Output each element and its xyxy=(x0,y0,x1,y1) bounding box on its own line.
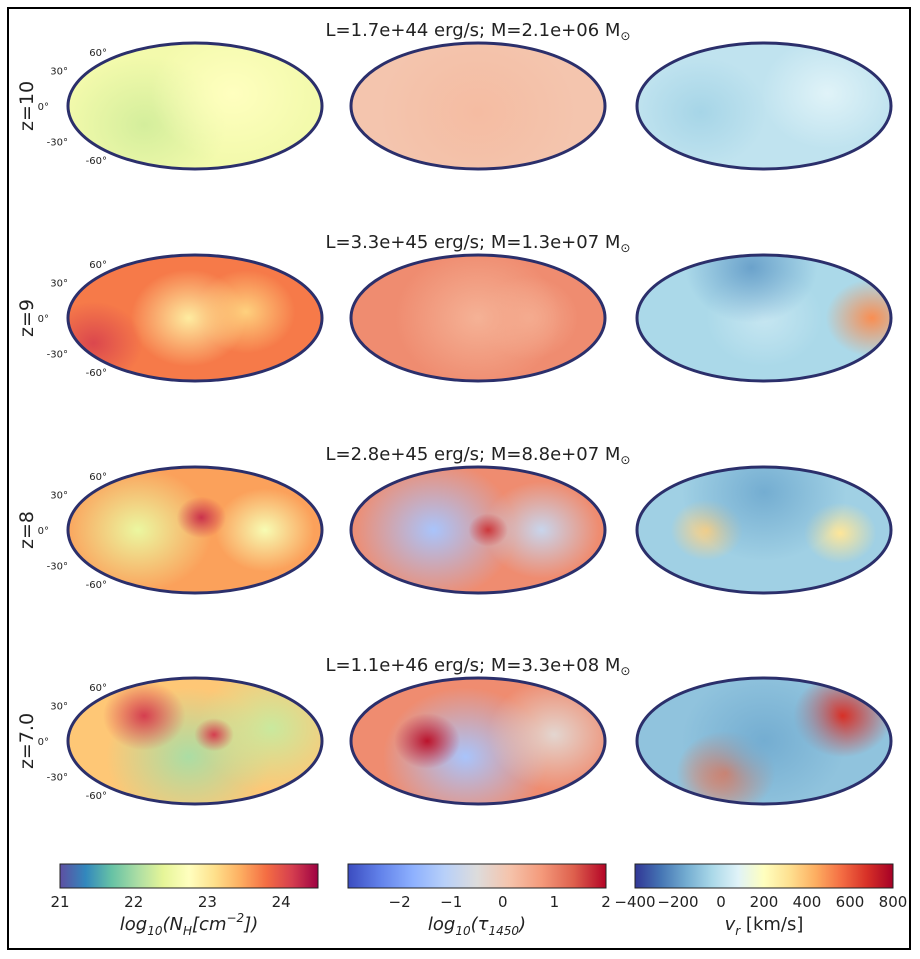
latitude-tick: 60° xyxy=(89,48,107,59)
map-region xyxy=(483,481,600,579)
map-outline xyxy=(349,41,607,171)
latitude-tick: 0° xyxy=(38,737,49,748)
colorbar-label: log10(NH[cm−2]) xyxy=(120,911,258,938)
latitude-tick: -30° xyxy=(47,561,68,572)
map-region xyxy=(176,496,227,539)
colorbar-tick-label: 22 xyxy=(124,893,143,911)
latitude-tick: 30° xyxy=(50,67,68,78)
map-region xyxy=(488,679,605,791)
map-region xyxy=(378,43,578,169)
sky-map-optical-depth xyxy=(351,467,605,593)
map-outline xyxy=(635,253,893,383)
map-outline xyxy=(349,676,607,806)
colorbar-tick-label: 2 xyxy=(601,893,611,911)
map-outline xyxy=(66,253,324,383)
colorbar-tick-label: 400 xyxy=(793,893,822,911)
map-region xyxy=(825,279,891,357)
colorbar-label: vr [km/s] xyxy=(725,914,804,938)
map-region xyxy=(102,681,186,751)
figure-frame xyxy=(7,7,911,950)
latitude-tick: -60° xyxy=(86,580,107,591)
latitude-tick: -30° xyxy=(47,137,68,148)
map-outline xyxy=(66,676,324,806)
colorbar xyxy=(634,863,894,889)
sky-map-optical-depth xyxy=(351,43,605,169)
map-region xyxy=(761,43,891,149)
row-title: L=3.3e+45 erg/s; M=1.3e+07 M⊙ xyxy=(326,232,631,255)
sky-map-radial-velocity xyxy=(637,467,891,593)
colorbar-tick-label: 200 xyxy=(750,893,779,911)
colorbar-tick-label: 0 xyxy=(498,893,508,911)
redshift-label: z=10 xyxy=(16,81,38,131)
latitude-tick: 0° xyxy=(38,526,49,537)
redshift-label: z=9 xyxy=(16,299,38,337)
map-outline xyxy=(635,465,893,595)
sky-map-optical-depth xyxy=(351,255,605,381)
map-region xyxy=(479,276,579,360)
latitude-tick: -60° xyxy=(86,156,107,167)
colorbar-tick-label: 23 xyxy=(198,893,217,911)
map-outline xyxy=(66,465,324,595)
row-title: L=1.1e+46 erg/s; M=3.3e+08 M⊙ xyxy=(326,655,631,678)
colorbar-label: log10(τ1450) xyxy=(428,914,526,938)
map-region xyxy=(351,467,517,593)
map-region xyxy=(194,718,234,752)
latitude-tick: 0° xyxy=(38,314,49,325)
colorbar-tick-label: 0 xyxy=(716,893,726,911)
map-region xyxy=(215,488,315,572)
latitude-tick: 0° xyxy=(38,102,49,113)
map-outline xyxy=(66,41,324,171)
latitude-tick: -60° xyxy=(86,791,107,802)
map-region xyxy=(150,43,316,163)
map-region xyxy=(681,678,847,804)
colorbar-tick-label: 600 xyxy=(836,893,865,911)
colorbar-tick-label: 1 xyxy=(550,893,560,911)
latitude-tick: -60° xyxy=(86,368,107,379)
redshift-label: z=8 xyxy=(16,511,38,549)
colorbar-tick-label: −400 xyxy=(614,893,655,911)
map-region xyxy=(637,56,767,168)
sky-map-column-density xyxy=(68,678,322,804)
map-outline xyxy=(635,41,893,171)
row-title: L=1.7e+44 erg/s; M=2.1e+06 M⊙ xyxy=(326,20,631,43)
latitude-tick: 30° xyxy=(50,702,68,713)
latitude-tick: -30° xyxy=(47,349,68,360)
row-title: L=2.8e+45 erg/s; M=8.8e+07 M⊙ xyxy=(326,444,631,467)
colorbar xyxy=(59,863,319,889)
map-outline xyxy=(349,465,607,595)
sky-map-radial-velocity xyxy=(637,255,891,381)
latitude-tick: 30° xyxy=(50,491,68,502)
map-outline xyxy=(635,676,893,806)
latitude-tick: 60° xyxy=(89,472,107,483)
map-outline xyxy=(349,253,607,383)
colorbar xyxy=(347,863,607,889)
latitude-tick: 30° xyxy=(50,279,68,290)
colorbar-tick-label: −2 xyxy=(389,893,411,911)
sky-map-radial-velocity xyxy=(637,678,891,804)
colorbar-tick-label: 21 xyxy=(50,893,69,911)
map-region xyxy=(196,270,296,354)
colorbar-tick-label: −1 xyxy=(440,893,462,911)
map-region xyxy=(468,513,508,547)
redshift-label: z=7.0 xyxy=(16,713,38,769)
map-region xyxy=(394,713,461,769)
map-region xyxy=(681,467,847,562)
map-region xyxy=(68,467,213,593)
sky-map-column-density xyxy=(68,467,322,593)
colorbar-tick-label: 800 xyxy=(879,893,908,911)
colorbar-tick-label: −200 xyxy=(657,893,698,911)
latitude-tick: 60° xyxy=(89,260,107,271)
colorbar-tick-label: 24 xyxy=(272,893,291,911)
map-region xyxy=(685,255,818,324)
latitude-tick: 60° xyxy=(89,683,107,694)
latitude-tick: -30° xyxy=(47,772,68,783)
